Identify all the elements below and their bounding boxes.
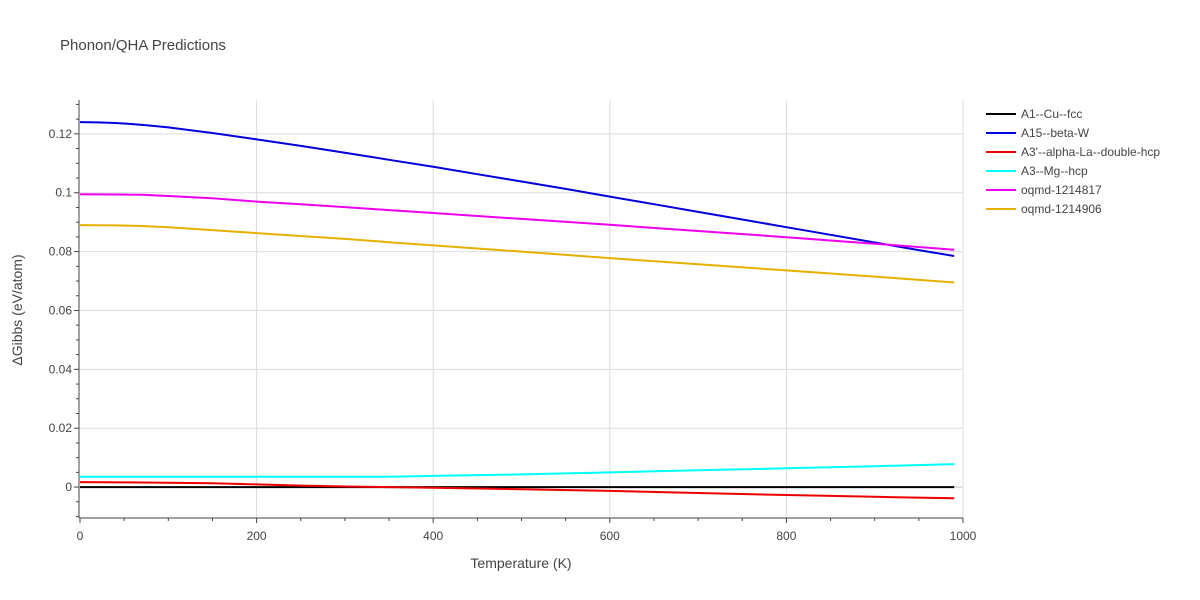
legend-item: oqmd-1214906 — [986, 202, 1102, 216]
x-tick-label: 400 — [423, 529, 443, 543]
legend-item: A3'--alpha-La--double-hcp — [986, 145, 1160, 159]
x-tick-label: 600 — [600, 529, 620, 543]
series-line-2 — [79, 481, 955, 500]
x-tick-label: 0 — [77, 529, 84, 543]
axes: 0 0.02 0.04 0.06 0.08 0.1 0.12 0 200 400 600 800 100… — [49, 100, 977, 543]
legend-label: oqmd-1214817 — [1021, 183, 1102, 197]
chart-title: Phonon/QHA Predictions — [60, 37, 226, 54]
legend-label: A3'--alpha-La--double-hcp — [1021, 145, 1160, 159]
y-tick-label: 0.04 — [49, 362, 73, 376]
series-line-5 — [79, 224, 955, 284]
y-tick-label: 0.02 — [49, 421, 73, 435]
y-tick-label: 0.08 — [49, 245, 73, 259]
y-tick-label: 0.12 — [49, 127, 73, 141]
legend: A1--Cu--fcc A15--beta-W A3'--alpha-La--dou… — [986, 107, 1160, 216]
legend-label: oqmd-1214906 — [1021, 202, 1102, 216]
series-line-1 — [79, 121, 955, 257]
y-axis-title: ΔGibbs (eV/atom) — [9, 254, 25, 365]
grid — [80, 100, 964, 518]
y-tick-label: 0.06 — [49, 303, 73, 317]
legend-item: A3--Mg--hcp — [986, 164, 1088, 178]
x-tick-label: 200 — [247, 529, 267, 543]
legend-label: A1--Cu--fcc — [1021, 107, 1082, 121]
x-tick-label: 1000 — [950, 529, 977, 543]
legend-item: A1--Cu--fcc — [986, 107, 1082, 121]
legend-label: A15--beta-W — [1021, 126, 1090, 140]
series-lines — [79, 121, 955, 500]
y-tick-label: 0.1 — [55, 186, 72, 200]
legend-item: A15--beta-W — [986, 126, 1090, 140]
x-tick-label: 800 — [776, 529, 796, 543]
legend-label: A3--Mg--hcp — [1021, 164, 1088, 178]
x-axis-title: Temperature (K) — [470, 555, 571, 571]
legend-item: oqmd-1214817 — [986, 183, 1102, 197]
y-tick-label: 0 — [65, 480, 72, 494]
series-line-4 — [79, 193, 955, 251]
series-line-3 — [80, 463, 955, 478]
